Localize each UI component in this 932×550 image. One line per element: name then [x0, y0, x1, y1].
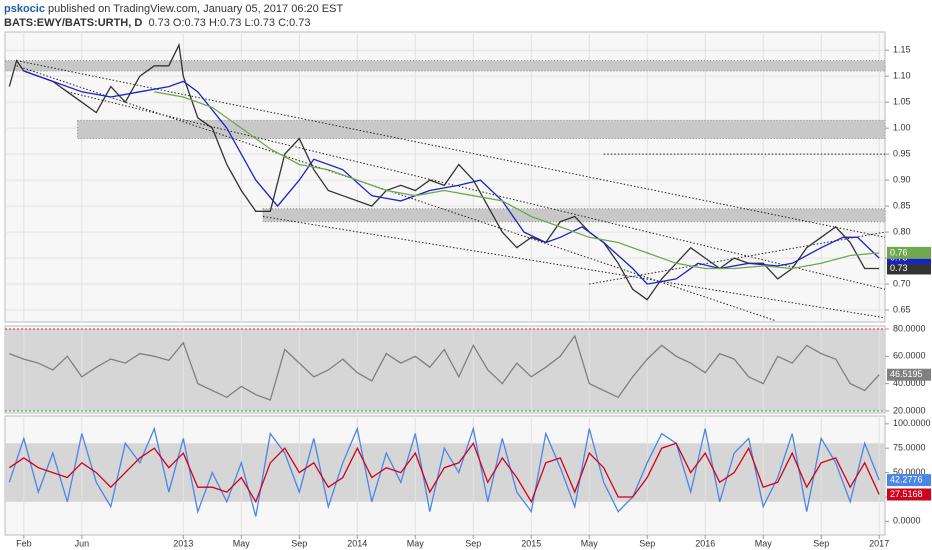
x-tick-label: May [755, 538, 773, 548]
x-tick-label: May [407, 538, 425, 548]
trendline [16, 60, 886, 238]
last-value-box [887, 246, 931, 259]
x-tick-label: May [233, 538, 251, 548]
y-tick-label: 0.85 [893, 200, 911, 210]
band [5, 443, 885, 502]
y-tick-label: 1.00 [893, 123, 911, 133]
series-line [8, 426, 880, 517]
published: published on TradingView.com, January 05… [48, 3, 344, 15]
y-tick-label: 0.80 [893, 226, 911, 236]
trendline [16, 65, 775, 321]
series-line [9, 334, 880, 401]
band [5, 329, 885, 411]
y-tick-label: 1.15 [893, 45, 911, 55]
last-value-box [887, 262, 931, 275]
header: pskocic published on TradingView.com, Ja… [4, 2, 343, 30]
symbol-line: BATS:EWY/BATS:URTH, D 0.73 O:0.73 H:0.73… [4, 16, 343, 30]
y-tick-label: 20.0000 [893, 405, 926, 415]
series-line [154, 91, 880, 270]
y-tick-label: 0.65 [893, 304, 911, 314]
x-tick-label: Sep [813, 538, 829, 548]
y-tick-label: 0.95 [893, 149, 911, 159]
zone [76, 119, 886, 140]
last-value-box [887, 368, 931, 381]
x-tick-label: Feb [16, 538, 32, 548]
zone [262, 208, 886, 223]
last-value-box [887, 488, 931, 501]
user[interactable]: pskocic [4, 3, 45, 15]
series-line [8, 441, 880, 504]
last-value-label: 0.76 [890, 247, 908, 257]
last-value-label: 42.2776 [890, 474, 923, 484]
x-tick-label: 2016 [695, 538, 715, 548]
x-tick-label: Jun [75, 538, 90, 548]
trendline [262, 216, 886, 319]
x-tick-label: Sep [639, 538, 655, 548]
y-tick-label: 75.0000 [893, 443, 926, 453]
zone [4, 60, 886, 72]
y-tick-label: 100.0000 [893, 418, 931, 428]
x-tick-label: Sep [291, 538, 307, 548]
publish-line: pskocic published on TradingView.com, Ja… [4, 2, 343, 16]
y-tick-label: 0.70 [893, 278, 911, 288]
series-line [8, 42, 880, 301]
symbol: BATS:EWY/BATS:URTH, D [4, 17, 143, 29]
x-tick-label: 2014 [347, 538, 367, 548]
panel-bg [4, 31, 886, 323]
x-tick-label: May [581, 538, 599, 548]
y-tick-label: 40.0000 [893, 378, 926, 388]
y-tick-label: 1.10 [893, 71, 911, 81]
y-tick-label: 0.0000 [893, 516, 921, 526]
x-tick-label: Sep [465, 538, 481, 548]
y-tick-label: 1.05 [893, 97, 911, 107]
y-tick-label: 0.90 [893, 174, 911, 184]
x-tick-label: 2015 [521, 538, 541, 548]
x-tick-label: 2013 [173, 538, 193, 548]
x-tick-label: 2017 [869, 538, 889, 548]
last-value-box [887, 474, 931, 487]
series-line [23, 70, 880, 285]
ohlc: 0.73 O:0.73 H:0.73 L:0.73 C:0.73 [148, 17, 311, 29]
last-value-label: 46.5195 [890, 369, 923, 379]
last-value-label: 27.5168 [890, 489, 923, 499]
last-value-label: 0.73 [890, 263, 908, 273]
y-tick-label: 60.0000 [893, 351, 926, 361]
y-tick-label: 80.0000 [893, 323, 926, 333]
y-tick-label: 50.0000 [893, 467, 926, 477]
